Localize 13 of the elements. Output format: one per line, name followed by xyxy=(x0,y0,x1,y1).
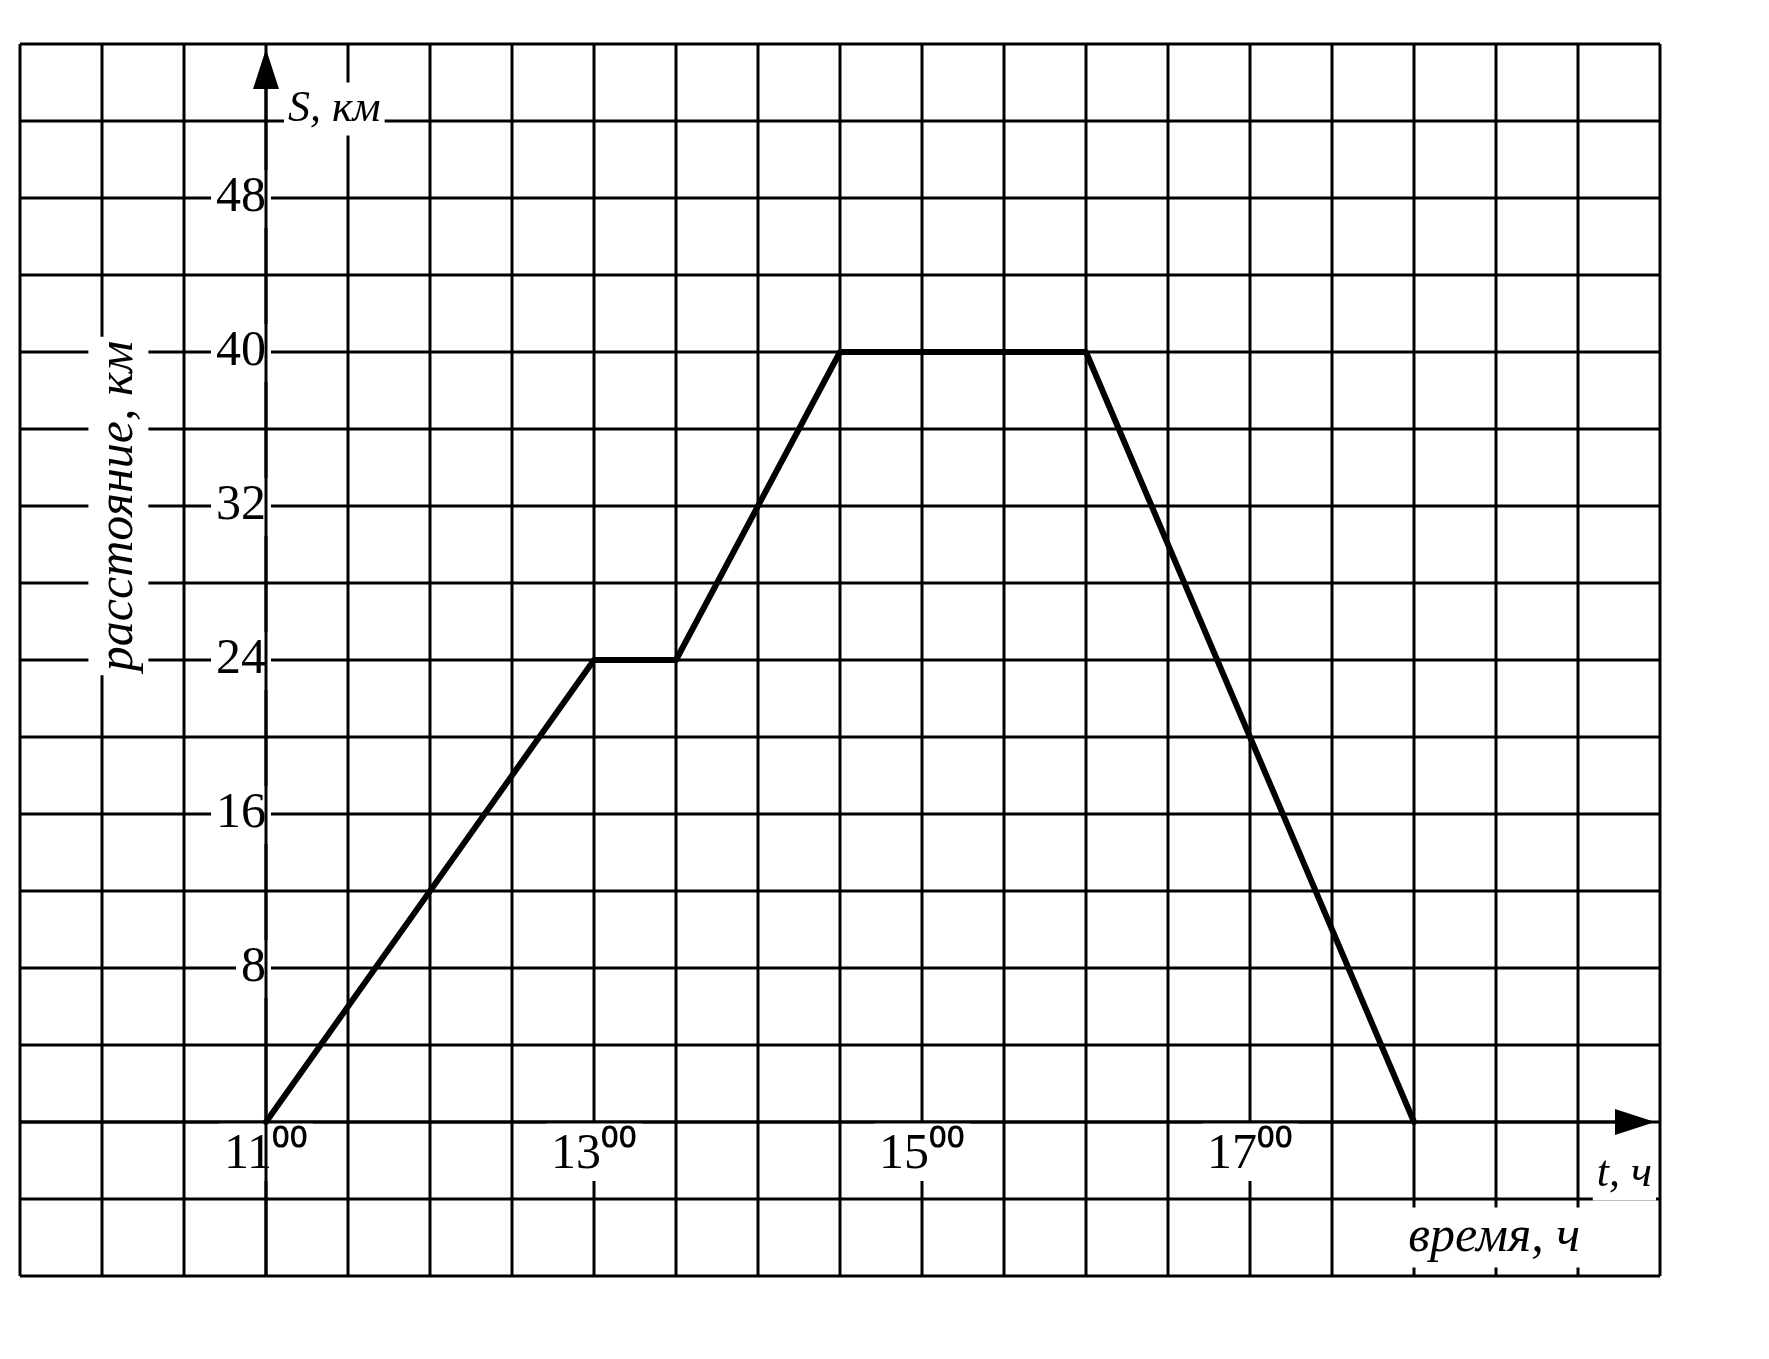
y-tick-label: 48 xyxy=(216,166,266,223)
x-tick-label: 15⁰⁰ xyxy=(879,1123,965,1180)
y-axis-title: расстояние, км xyxy=(86,340,143,675)
y-tick-label: 16 xyxy=(216,782,266,839)
annotation: t, ч xyxy=(1596,1146,1652,1196)
x-tick-label: 17⁰⁰ xyxy=(1207,1123,1293,1180)
annotation: S, км xyxy=(288,81,381,131)
y-tick-label: 8 xyxy=(241,936,266,993)
y-tick-label: 40 xyxy=(216,320,266,377)
x-axis-title: время, ч xyxy=(1408,1205,1580,1262)
y-tick-label: 32 xyxy=(216,474,266,531)
x-tick-label: 13⁰⁰ xyxy=(551,1123,637,1180)
y-tick-label: 24 xyxy=(216,628,266,685)
